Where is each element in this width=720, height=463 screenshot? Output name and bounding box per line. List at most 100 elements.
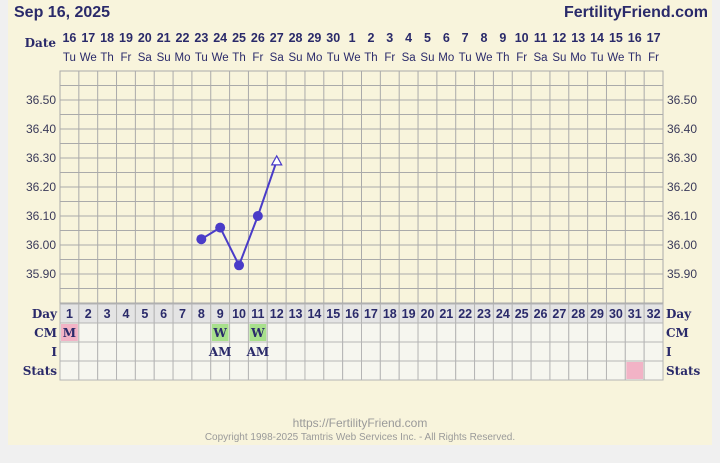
cycle-day-label: 11 [251,307,264,321]
weekday-label: Th [100,52,113,64]
table-cell [116,341,136,362]
table-cell [247,360,268,381]
table-cell [568,360,589,381]
table-cell [549,322,570,343]
cycle-day-label: 15 [326,307,340,321]
cycle-day-label: 28 [571,307,585,321]
date-label: 24 [213,31,227,45]
row-label-right-cm: CM [666,326,689,340]
date-label: 6 [443,31,450,45]
weekday-label: Mo [174,52,190,64]
table-cell [417,322,438,343]
date-label: 23 [194,31,208,45]
weekday-label: Fr [252,52,263,64]
table-cell [568,341,589,362]
date-label: 22 [176,31,190,45]
cycle-day-label: 29 [590,307,604,321]
weekday-label: Th [364,52,377,64]
table-cell [587,322,607,343]
table-cell [605,360,626,381]
date-label: 7 [462,31,469,45]
y-tick-label-right: 36.30 [667,151,697,165]
row-label-right-stats: Stats [666,364,701,378]
table-cell [379,360,400,381]
row-label-right-i: I [666,345,672,359]
weekday-label: Tu [327,52,340,64]
table-cell [436,341,457,362]
weekday-label: Sa [533,52,548,64]
table-cell [417,360,438,381]
table-cell [285,360,306,381]
table-cell [530,341,551,362]
y-tick-label-left: 36.20 [26,180,56,194]
table-cell [474,341,494,362]
weekday-label: Th [496,52,509,64]
weekday-label: We [80,52,97,64]
y-tick-label-right: 36.10 [667,209,697,223]
cycle-day-label: 9 [217,307,224,321]
cycle-day-label: 7 [179,307,186,321]
date-label: 20 [138,31,152,45]
cycle-day-label: 19 [402,307,416,321]
date-label: 27 [270,31,284,45]
cycle-day-label: 8 [198,307,205,321]
date-label: 13 [571,31,585,45]
weekday-label: Su [420,52,434,64]
table-cell [361,360,381,381]
table-cell [116,322,136,343]
site-logo-text[interactable]: FertilityFriend.com [563,4,708,21]
date-label: 17 [647,31,661,45]
cycle-day-label: 20 [421,307,435,321]
date-label: 8 [481,31,488,45]
date-row-label: Date [25,36,57,50]
table-cell [116,360,136,381]
table-cell [153,322,174,343]
row-label-day: Day [32,307,58,321]
date-label: 11 [534,31,547,45]
weekday-label: Sa [402,52,417,64]
cycle-day-label: 24 [496,307,510,321]
table-cell [191,360,212,381]
weekday-label: We [607,52,624,64]
table-cell [266,341,287,362]
cycle-day-label: 18 [383,307,397,321]
table-cell [587,360,607,381]
y-tick-label-right: 36.00 [667,238,697,252]
table-cell [323,360,344,381]
cycle-day-label: 13 [289,307,303,321]
weekday-label: Mo [438,52,454,64]
y-tick-label-right: 36.20 [667,180,697,194]
table-cell [511,322,532,343]
weekday-label: Th [628,52,641,64]
table-cell [266,360,287,381]
row-label-i: I [51,345,57,359]
table-cell [172,322,193,343]
cycle-day-label: 30 [609,307,623,321]
table-cell [624,322,645,343]
table-cell [549,341,570,362]
table-cell [323,322,344,343]
date-label: 18 [100,31,114,45]
table-cell [398,341,419,362]
table-cell [624,341,645,362]
y-tick-label-left: 36.50 [26,93,56,107]
y-tick-label-left: 36.10 [26,209,56,223]
table-cell [59,360,80,381]
table-cell [229,322,249,343]
cycle-day-label: 27 [552,307,566,321]
footer-url[interactable]: https://FertilityFriend.com [292,416,428,430]
date-label: 2 [367,31,374,45]
date-label: 28 [289,31,303,45]
cycle-day-label: 4 [122,307,129,321]
table-cell [266,322,287,343]
table-cell [492,360,513,381]
weekday-label: Tu [63,52,76,64]
table-cell [78,360,99,381]
cycle-day-label: 12 [270,307,284,321]
date-label: 17 [81,31,95,45]
table-cell [643,360,664,381]
cycle-day-label: 26 [534,307,548,321]
temp-point [252,211,263,221]
temp-point [215,222,226,233]
y-tick-label-left: 36.00 [26,238,56,252]
